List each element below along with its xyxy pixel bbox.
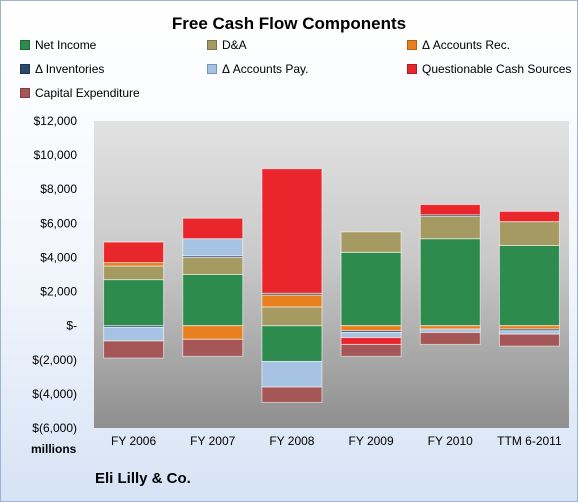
chart-legend: Net Income D&A Δ Accounts Rec. Δ Inventorie… bbox=[20, 34, 571, 110]
bar-segment-net-income-fy-2008 bbox=[261, 325, 323, 362]
y-tick-label: $6,000 bbox=[40, 216, 77, 230]
bar-segment-net-income-fy-2010 bbox=[419, 238, 481, 327]
bar-segment-d-a-fy-2006 bbox=[103, 265, 165, 281]
bar-segment-delta-accounts-rec-fy-2009 bbox=[340, 325, 402, 332]
bar-segment-delta-accounts-rec-ttm-6-2011 bbox=[498, 325, 560, 330]
y-tick-label: $12,000 bbox=[34, 114, 78, 128]
legend-label: Capital Expenditure bbox=[35, 86, 140, 100]
bar-segment-capital-expenditure-fy-2010 bbox=[419, 331, 481, 345]
legend-item-questionable-cash-sources: Questionable Cash Sources bbox=[407, 60, 571, 78]
bar-segment-questionable-cash-sources-fy-2010 bbox=[419, 204, 481, 216]
bar-segment-delta-accounts-pay-fy-2007 bbox=[182, 238, 244, 257]
legend-item-net-income: Net Income bbox=[20, 36, 96, 54]
bar-segment-d-a-fy-2008 bbox=[261, 306, 323, 327]
bar-segment-d-a-ttm-6-2011 bbox=[498, 221, 560, 247]
legend-label: Δ Inventories bbox=[35, 62, 105, 76]
bar-segment-d-a-fy-2007 bbox=[182, 256, 244, 276]
y-tick-label: $- bbox=[66, 319, 77, 333]
bar-segment-d-a-fy-2010 bbox=[419, 216, 481, 240]
legend-item-delta-inventories: Δ Inventories bbox=[20, 60, 104, 78]
legend-swatch bbox=[20, 88, 30, 98]
x-tick-label: FY 2008 bbox=[269, 434, 314, 448]
y-tick-label: $(4,000) bbox=[32, 387, 77, 401]
bar-segment-delta-accounts-rec-fy-2008 bbox=[261, 294, 323, 308]
bar-segment-delta-accounts-pay-fy-2006 bbox=[103, 326, 165, 342]
bar-segment-delta-accounts-rec-fy-2006 bbox=[103, 262, 165, 267]
x-tick-label: FY 2007 bbox=[190, 434, 235, 448]
bar-segment-capital-expenditure-fy-2006 bbox=[103, 340, 165, 359]
units-label: millions bbox=[31, 442, 77, 456]
bar-segment-capital-expenditure-ttm-6-2011 bbox=[498, 333, 560, 347]
legend-label: Questionable Cash Sources bbox=[422, 62, 572, 76]
bar-segment-capital-expenditure-fy-2009 bbox=[340, 343, 402, 357]
bar-segment-net-income-ttm-6-2011 bbox=[498, 245, 560, 327]
legend-item-capital-expenditure: Capital Expenditure bbox=[20, 84, 140, 102]
chart-title: Free Cash Flow Components bbox=[171, 14, 407, 33]
legend-label: Δ Accounts Pay. bbox=[222, 62, 309, 76]
x-tick-label: FY 2009 bbox=[349, 434, 394, 448]
legend-item-delta-accounts-pay: Δ Accounts Pay. bbox=[207, 60, 309, 78]
y-tick-label: $(2,000) bbox=[32, 353, 77, 367]
company-name: Eli Lilly & Co. bbox=[95, 470, 191, 487]
bar-segment-delta-accounts-pay-fy-2010 bbox=[419, 328, 481, 333]
y-tick-label: $(6,000) bbox=[32, 421, 77, 435]
plot-area bbox=[94, 121, 569, 428]
bar-segment-delta-accounts-pay-fy-2009 bbox=[340, 331, 402, 339]
legend-swatch bbox=[207, 64, 217, 74]
legend-label: Δ Accounts Rec. bbox=[422, 38, 511, 52]
bar-segment-delta-accounts-rec-fy-2010 bbox=[419, 325, 481, 330]
bar-segment-questionable-cash-sources-ttm-6-2011 bbox=[498, 210, 560, 223]
y-tick-label: $2,000 bbox=[40, 285, 77, 299]
x-tick-label: FY 2006 bbox=[111, 434, 156, 448]
bar-segment-capital-expenditure-fy-2007 bbox=[182, 338, 244, 357]
legend-swatch bbox=[407, 40, 417, 50]
legend-swatch bbox=[20, 40, 30, 50]
legend-label: D&A bbox=[222, 38, 247, 52]
bar-segment-net-income-fy-2006 bbox=[103, 279, 165, 327]
x-tick-label: FY 2010 bbox=[428, 434, 473, 448]
legend-swatch bbox=[207, 40, 217, 50]
bar-segment-delta-accounts-rec-fy-2007 bbox=[182, 325, 244, 340]
legend-swatch bbox=[407, 64, 417, 74]
bar-segment-questionable-cash-sources-fy-2007 bbox=[182, 217, 244, 240]
x-tick-label: TTM 6-2011 bbox=[497, 434, 562, 448]
bar-segment-d-a-fy-2009 bbox=[340, 231, 402, 253]
legend-item-d-a: D&A bbox=[207, 36, 247, 54]
y-tick-label: $4,000 bbox=[40, 250, 77, 264]
bar-segment-delta-accounts-pay-ttm-6-2011 bbox=[498, 330, 560, 335]
legend-item-delta-accounts-rec: Δ Accounts Rec. bbox=[407, 36, 510, 54]
legend-label: Net Income bbox=[35, 38, 97, 52]
y-tick-label: $8,000 bbox=[40, 182, 77, 196]
bar-segment-questionable-cash-sources-fy-2006 bbox=[103, 241, 165, 264]
y-tick-label: $10,000 bbox=[34, 148, 78, 162]
bar-segment-net-income-fy-2007 bbox=[182, 274, 244, 327]
bar-segment-net-income-fy-2009 bbox=[340, 251, 402, 327]
bar-segment-capital-expenditure-fy-2008 bbox=[261, 386, 323, 403]
legend-swatch bbox=[20, 64, 30, 74]
bar-segment-questionable-cash-sources-fy-2009 bbox=[340, 337, 402, 345]
bar-segment-questionable-cash-sources-fy-2008 bbox=[261, 168, 323, 294]
bar-segment-delta-accounts-pay-fy-2008 bbox=[261, 360, 323, 388]
